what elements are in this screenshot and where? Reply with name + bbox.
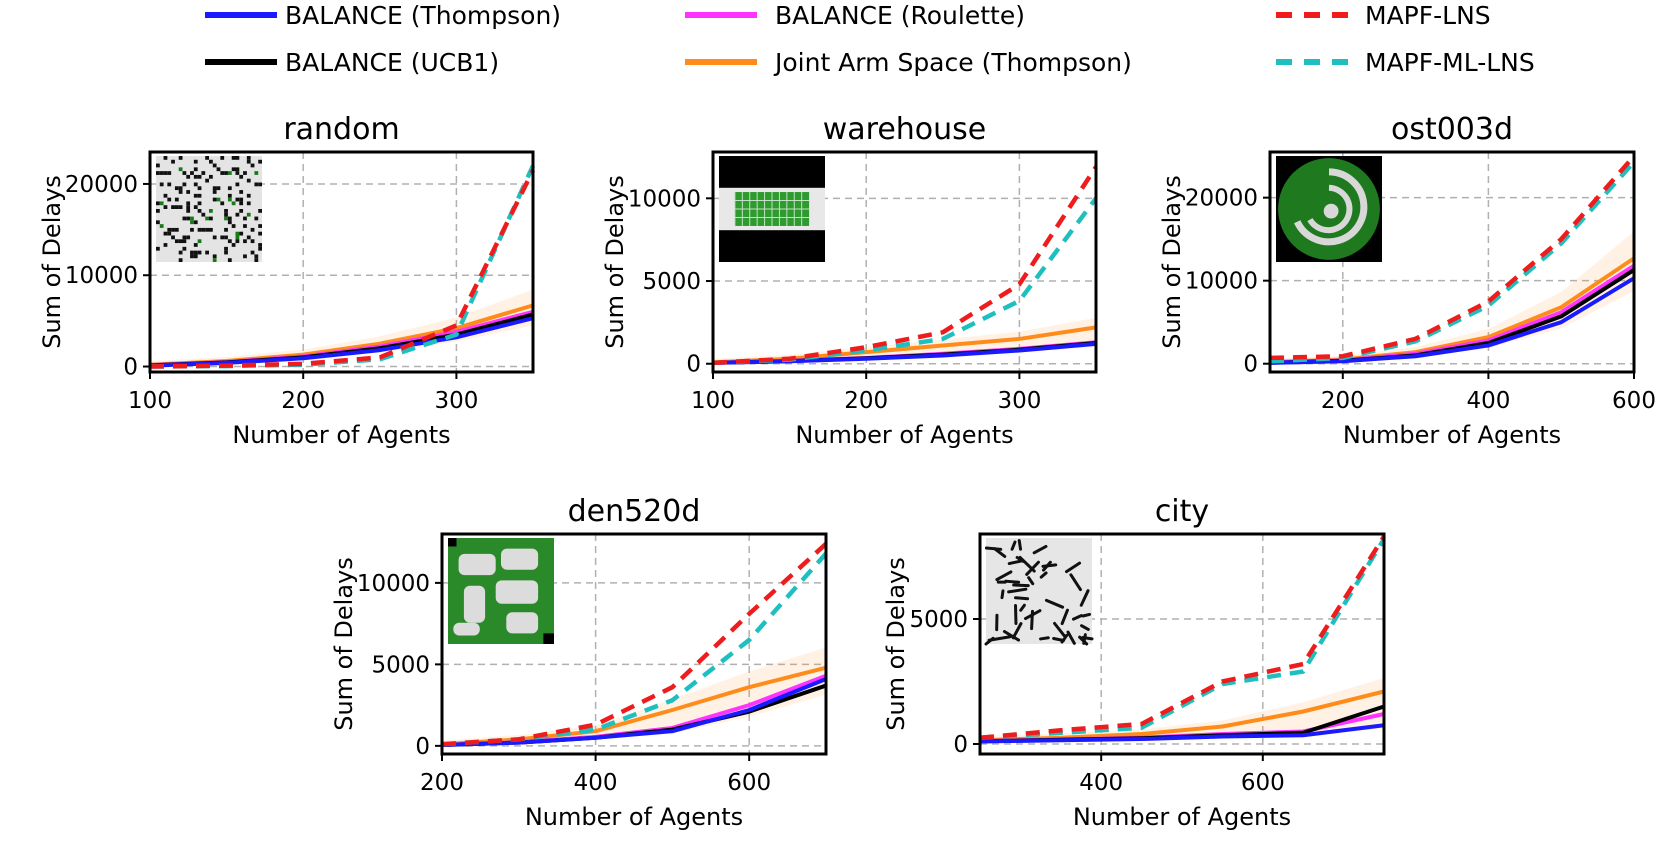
x-tick-label: 300 [434, 388, 478, 414]
y-tick-label: 0 [1243, 352, 1258, 378]
legend-entry-joint-arm-space-thompson: Joint Arm Space (Thompson) [685, 48, 1132, 77]
panel-ost003d: 200 400 600 0 10000 20000 ost003d Number of Age… [1158, 112, 1656, 449]
plot-frame [711, 150, 1098, 374]
series-line-balance-thompson [149, 316, 534, 368]
panel-warehouse: 100 200 300 0 5000 10000 warehouse Number of Ag… [601, 112, 1098, 449]
series-line-mapf-ml-lns [1269, 160, 1636, 364]
legend-entry-mapf-lns: MAPF-LNS [1276, 1, 1491, 30]
y-tick-label: 0 [686, 352, 701, 378]
legend-entry-balance-ucb1: BALANCE (UCB1) [205, 48, 499, 77]
series-line-balance-thompson [712, 341, 1097, 365]
x-tick-label: 400 [1079, 770, 1123, 796]
y-axis-label: Sum of Delays [38, 175, 66, 349]
variance-band [442, 647, 826, 746]
y-tick-label: 5000 [642, 269, 701, 295]
y-tick-label: 5000 [909, 607, 968, 633]
x-tick-label: 200 [1321, 388, 1365, 414]
y-tick-label: 10000 [65, 263, 138, 289]
x-tick-label: 600 [727, 770, 771, 796]
chart-title-city: city [1155, 494, 1209, 529]
random-map-icon [156, 156, 262, 262]
legend: BALANCE (Thompson) BALANCE (Roulette) MAPF… [205, 1, 1535, 77]
y-tick-label: 0 [415, 734, 430, 760]
legend-entry-balance-roulette: BALANCE (Roulette) [685, 1, 1025, 30]
series-line-mapf-ml-lns [712, 196, 1098, 366]
x-tick-label: 200 [281, 388, 325, 414]
plot-frame [1268, 150, 1636, 374]
panel-random: 100 200 300 0 10000 20000 random Number of Agen… [38, 112, 536, 449]
series-line-mapf-lns [712, 165, 1098, 366]
series-line-mapf-lns [149, 169, 536, 369]
y-tick-label: 20000 [65, 172, 138, 198]
x-tick-label: 200 [844, 388, 888, 414]
legend-label-balance-ucb1: BALANCE (UCB1) [285, 48, 499, 77]
series-line-balance-thompson [441, 677, 827, 748]
x-axis-label: Number of Agents [232, 421, 450, 449]
warehouse-map-icon [719, 156, 825, 262]
y-tick-label: 0 [123, 355, 138, 381]
x-tick-label: 400 [574, 770, 618, 796]
legend-label-joint-arm-space-thompson: Joint Arm Space (Thompson) [773, 48, 1132, 77]
legend-label-balance-thompson: BALANCE (Thompson) [285, 1, 561, 30]
variance-band [980, 677, 1384, 742]
x-axis-label: Number of Agents [1073, 803, 1291, 831]
x-tick-label: 400 [1466, 388, 1510, 414]
x-axis-label: Number of Agents [795, 421, 1013, 449]
series-line-mapf-ml-lns [441, 552, 828, 747]
y-tick-label: 20000 [1185, 186, 1258, 212]
x-axis-label: Number of Agents [1343, 421, 1561, 449]
x-axis-label: Number of Agents [525, 803, 743, 831]
y-tick-label: 10000 [628, 186, 701, 212]
y-tick-label: 10000 [1185, 269, 1258, 295]
x-tick-label: 600 [1241, 770, 1285, 796]
series-line-balance-thompson [979, 723, 1385, 744]
series-line-mapf-lns [441, 542, 828, 747]
series-line-balance-thompson [1269, 276, 1636, 365]
legend-entry-mapf-ml-lns: MAPF-ML-LNS [1276, 48, 1535, 77]
y-tick-label: 5000 [371, 652, 430, 678]
legend-label-mapf-lns: MAPF-LNS [1365, 1, 1491, 30]
plot-frame [148, 150, 535, 374]
x-tick-label: 100 [128, 388, 172, 414]
chart-title-den520d: den520d [568, 494, 701, 529]
x-tick-label: 200 [420, 770, 464, 796]
chart-title-ost003d: ost003d [1391, 112, 1513, 147]
x-tick-label: 600 [1612, 388, 1656, 414]
ost003d-map-icon [1276, 156, 1382, 262]
legend-label-mapf-ml-lns: MAPF-ML-LNS [1365, 48, 1535, 77]
x-tick-label: 100 [691, 388, 735, 414]
y-axis-label: Sum of Delays [330, 557, 358, 731]
panel-den520d: 200 400 600 0 5000 10000 den520d Number of Agen… [330, 494, 828, 831]
chart-title-random: random [283, 112, 399, 147]
legend-entry-balance-thompson: BALANCE (Thompson) [205, 1, 561, 30]
plot-frame [978, 532, 1386, 756]
chart-title-warehouse: warehouse [823, 112, 987, 147]
y-axis-label: Sum of Delays [601, 175, 629, 349]
den520d-map-icon [448, 538, 554, 644]
city-map-icon [984, 538, 1094, 646]
y-tick-label: 10000 [357, 571, 430, 597]
panel-city: 400 600 0 5000 city Number of Agents Sum of De… [882, 494, 1386, 831]
plot-frame [440, 532, 828, 756]
y-tick-label: 0 [953, 732, 968, 758]
y-axis-label: Sum of Delays [1158, 175, 1186, 349]
series-line-joint-arm [441, 665, 827, 747]
series-line-mapf-lns [979, 535, 1386, 740]
x-tick-label: 300 [997, 388, 1041, 414]
legend-label-balance-roulette: BALANCE (Roulette) [775, 1, 1025, 30]
series-line-mapf-ml-lns [979, 537, 1386, 740]
series-line-mapf-lns [1269, 154, 1636, 361]
y-axis-label: Sum of Delays [882, 557, 910, 731]
